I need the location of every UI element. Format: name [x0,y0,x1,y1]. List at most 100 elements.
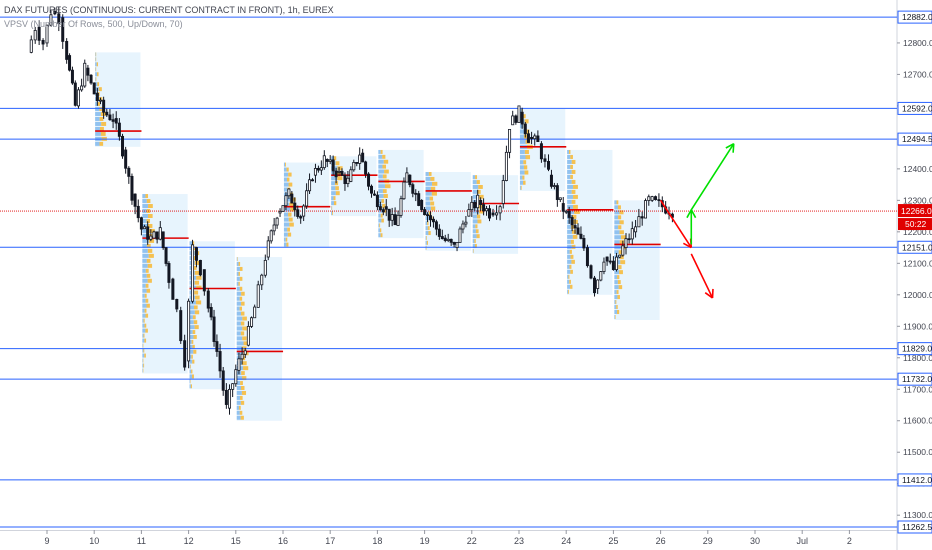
x-tick-label: 19 [420,536,430,546]
candle-body [61,17,65,42]
candle-body [80,85,84,91]
volume-row-down [194,310,200,315]
volume-row-up [189,364,191,369]
volume-row-down [570,269,573,274]
volume-row-up [331,176,338,181]
volume-row-up [236,301,242,306]
candle-body [231,383,235,390]
red-arrow-head [682,242,692,249]
volume-row-down [619,240,625,245]
candle-body [458,228,462,243]
indicator-legend[interactable]: VPSV (Number Of Rows, 500, Up/Down, 70) [4,19,183,29]
candle-body [337,170,341,173]
volume-row-up [378,198,382,203]
volume-row-up [142,263,148,268]
volume-row-down [571,179,576,184]
volume-row-down [238,271,240,276]
volume-row-down [99,107,103,112]
volume-row-down [427,221,429,226]
volume-row-down [523,180,526,185]
volume-row-down [240,321,245,326]
candle-body [517,105,521,123]
volume-row-down [619,230,624,235]
candle-body [627,238,631,241]
volume-row-down [192,330,196,335]
volume-row-down [382,154,386,159]
volume-row-down [194,305,198,310]
volume-row-down [239,410,243,415]
volume-row-up [142,363,144,368]
volume-row-down [475,224,478,229]
volume-row-down [193,320,198,325]
volume-row-down [478,185,483,189]
volume-row-down [239,276,243,281]
candle-body [561,203,565,212]
volume-row-down [570,154,573,159]
candle-body [596,279,600,289]
volume-row-up [189,349,194,354]
symbol-title[interactable]: DAX FUTURES (CONTINUOUS: CURRENT CONTRAC… [4,5,334,15]
volume-row-down [333,156,337,161]
volume-row-up [378,213,381,218]
volume-row-up [614,235,622,240]
volume-row-up [425,226,428,231]
volume-row-up [236,291,242,296]
candle-body [564,210,568,213]
green-arrow-head [732,143,735,153]
volume-row-down [243,366,249,371]
candle-body [108,114,112,121]
volume-row-down [241,291,245,296]
volume-row-up [567,169,572,174]
volume-row-down [195,295,200,300]
volume-row-up [95,141,100,146]
price-level-label: 12592.0 [902,103,932,113]
volume-row-up [236,257,238,261]
candle-body [95,92,99,102]
candle-body [37,26,41,41]
volume-row-down [99,141,104,146]
volume-row-down [289,222,294,227]
volume-row-up [189,369,192,374]
volume-row-down [148,204,153,209]
volume-row-down [571,259,575,264]
volume-row-up [425,240,427,245]
volume-row-up [567,219,574,224]
volume-row-up [142,243,147,248]
red-forecast-arrow [659,199,692,249]
volume-row-down [101,121,107,126]
candle-body [434,221,438,230]
x-tick-label: 29 [703,536,713,546]
volume-row-down [147,213,153,218]
volume-row-up [567,239,571,244]
volume-row-down [145,328,148,333]
volume-row-down [146,273,151,278]
volume-row-down [619,220,624,225]
volume-row-up [567,159,572,164]
volume-row-down [288,172,292,177]
volume-row-up [614,200,617,205]
volume-row-down [239,306,243,311]
volume-row-up [614,205,618,210]
candle-body [411,184,415,194]
volume-row-up [142,204,149,209]
candle-body [164,247,168,264]
green-arrow-head [725,142,735,149]
volume-row-down [239,266,243,271]
candle-body [467,209,471,217]
volume-row-up [283,212,289,217]
volume-row-up [142,273,147,278]
candle-body [582,238,586,249]
candle-body [308,179,312,192]
volume-row-up [189,241,193,246]
volume-row-up [142,323,145,328]
volume-row-up [567,249,570,254]
volume-row-up [567,274,569,279]
candle-body [102,99,106,113]
volume-row-up [614,240,620,245]
volume-row-up [283,172,289,177]
volume-row-up [236,351,244,356]
volume-row-up [142,338,145,343]
volume-row-down [239,296,243,301]
volume-row-up [614,305,617,310]
